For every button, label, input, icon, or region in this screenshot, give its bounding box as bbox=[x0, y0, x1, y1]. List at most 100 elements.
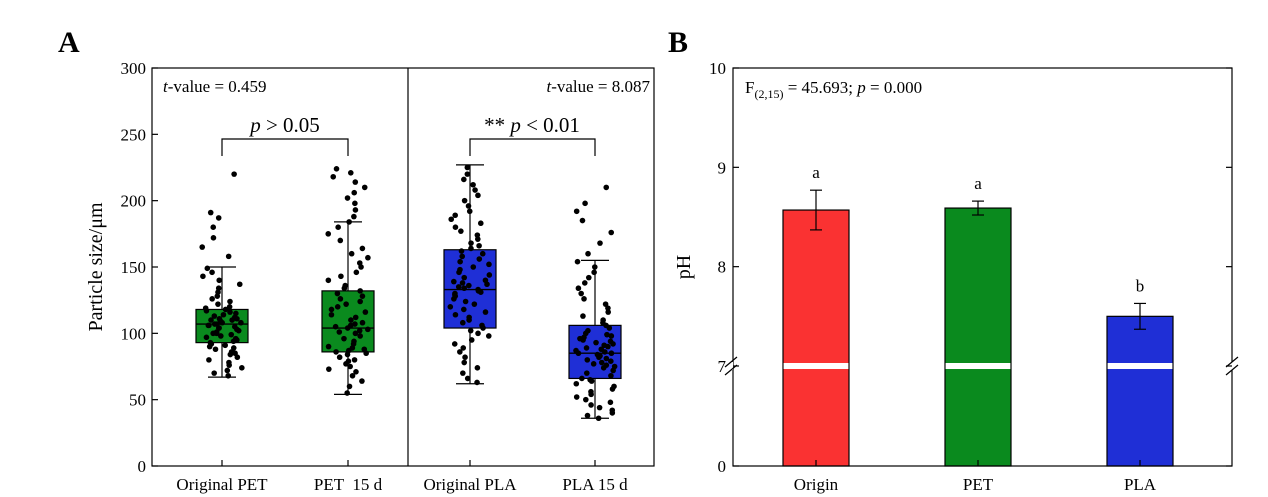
data-point bbox=[590, 361, 597, 367]
data-point bbox=[459, 280, 466, 286]
f-value-text: = 45.693; bbox=[783, 78, 857, 97]
data-point bbox=[334, 304, 341, 310]
data-point bbox=[603, 355, 610, 362]
data-point bbox=[596, 404, 603, 411]
p-value-text: > 0.05 bbox=[261, 113, 320, 137]
data-point bbox=[233, 310, 239, 317]
data-point bbox=[452, 290, 458, 297]
pla-p-value: ** p < 0.01 bbox=[484, 113, 580, 137]
data-point bbox=[468, 240, 474, 246]
data-point bbox=[584, 357, 591, 363]
data-point bbox=[353, 369, 359, 375]
data-point bbox=[595, 415, 602, 422]
data-point bbox=[460, 345, 467, 351]
x-tick-label: Origin bbox=[794, 475, 839, 494]
data-point bbox=[459, 253, 466, 260]
data-point bbox=[588, 388, 594, 395]
significance-stars: ** bbox=[484, 113, 510, 137]
panel-a-x-axis: Original PET PET 15 d Original PLA PLA 15 d bbox=[176, 460, 628, 494]
data-point bbox=[227, 298, 233, 305]
panel-a-jitter-points bbox=[199, 164, 618, 422]
y-tick-label: 50 bbox=[129, 391, 146, 410]
data-point bbox=[452, 212, 458, 219]
data-point bbox=[464, 171, 471, 177]
y-tick-label: 150 bbox=[121, 258, 147, 277]
data-point bbox=[211, 370, 217, 376]
data-point bbox=[455, 284, 462, 290]
right-break-mark-top bbox=[1225, 356, 1239, 368]
t-symbol: t bbox=[163, 77, 169, 96]
data-point bbox=[585, 250, 591, 257]
data-point bbox=[357, 298, 363, 305]
panel-b-bars: a a b bbox=[782, 163, 1174, 467]
data-point bbox=[457, 266, 463, 273]
data-point bbox=[579, 217, 586, 224]
panel-a-y-axis-title: Particle size/μm bbox=[85, 202, 107, 331]
data-point bbox=[342, 282, 349, 289]
data-point bbox=[579, 375, 585, 382]
data-point bbox=[204, 265, 211, 272]
data-point bbox=[352, 314, 359, 321]
data-point bbox=[602, 301, 609, 307]
data-point bbox=[346, 219, 352, 225]
data-point bbox=[325, 277, 332, 284]
data-point bbox=[468, 245, 474, 252]
y-tick-label: 10 bbox=[709, 59, 726, 78]
right-axis-break-gap bbox=[1229, 362, 1236, 370]
panel-a-y-axis: 0 50 100 150 200 250 300 bbox=[121, 59, 158, 476]
data-point bbox=[328, 306, 335, 313]
y-tick-label: 250 bbox=[121, 125, 147, 144]
data-point bbox=[231, 323, 238, 330]
x-tick-label: Original PET bbox=[176, 475, 268, 494]
data-point bbox=[448, 216, 455, 223]
data-point bbox=[585, 274, 592, 281]
significance-letter: a bbox=[974, 174, 982, 193]
pla-significance-bracket bbox=[469, 138, 596, 156]
data-point bbox=[362, 309, 369, 315]
data-point bbox=[200, 273, 206, 280]
data-point bbox=[228, 331, 235, 338]
data-point bbox=[587, 376, 593, 383]
left-break-mark-top bbox=[724, 356, 738, 368]
data-point bbox=[218, 333, 224, 339]
data-point bbox=[475, 286, 481, 293]
data-point bbox=[466, 314, 472, 321]
data-point bbox=[581, 280, 588, 286]
data-point bbox=[334, 290, 341, 297]
data-point bbox=[225, 253, 232, 260]
data-point bbox=[479, 322, 485, 329]
data-point bbox=[584, 412, 591, 419]
data-point bbox=[365, 254, 371, 261]
data-point bbox=[476, 242, 482, 249]
data-point bbox=[458, 228, 464, 234]
data-point bbox=[598, 359, 605, 366]
data-point bbox=[605, 309, 611, 315]
data-point bbox=[344, 390, 350, 396]
data-point bbox=[600, 317, 606, 323]
t-symbol: t bbox=[546, 77, 552, 96]
data-point bbox=[325, 231, 332, 237]
data-point bbox=[332, 323, 339, 330]
data-point bbox=[348, 250, 355, 257]
y-tick-label: 0 bbox=[718, 457, 727, 476]
data-point bbox=[476, 256, 483, 262]
iqr-box bbox=[321, 290, 375, 353]
data-point bbox=[608, 350, 615, 357]
data-point bbox=[583, 370, 590, 376]
t-value-text: -value = 8.087 bbox=[551, 77, 650, 96]
data-point bbox=[351, 213, 357, 220]
data-point bbox=[333, 349, 339, 355]
data-point bbox=[472, 187, 478, 193]
y-tick-label: 8 bbox=[718, 258, 727, 277]
data-point bbox=[460, 306, 467, 313]
data-point bbox=[333, 166, 340, 172]
data-point bbox=[573, 394, 580, 400]
data-point bbox=[607, 399, 614, 406]
data-point bbox=[583, 396, 589, 403]
data-point bbox=[608, 333, 615, 339]
data-point bbox=[585, 327, 591, 334]
bar bbox=[782, 209, 850, 467]
data-point bbox=[208, 317, 214, 323]
data-point bbox=[326, 366, 332, 372]
data-point bbox=[451, 278, 457, 285]
